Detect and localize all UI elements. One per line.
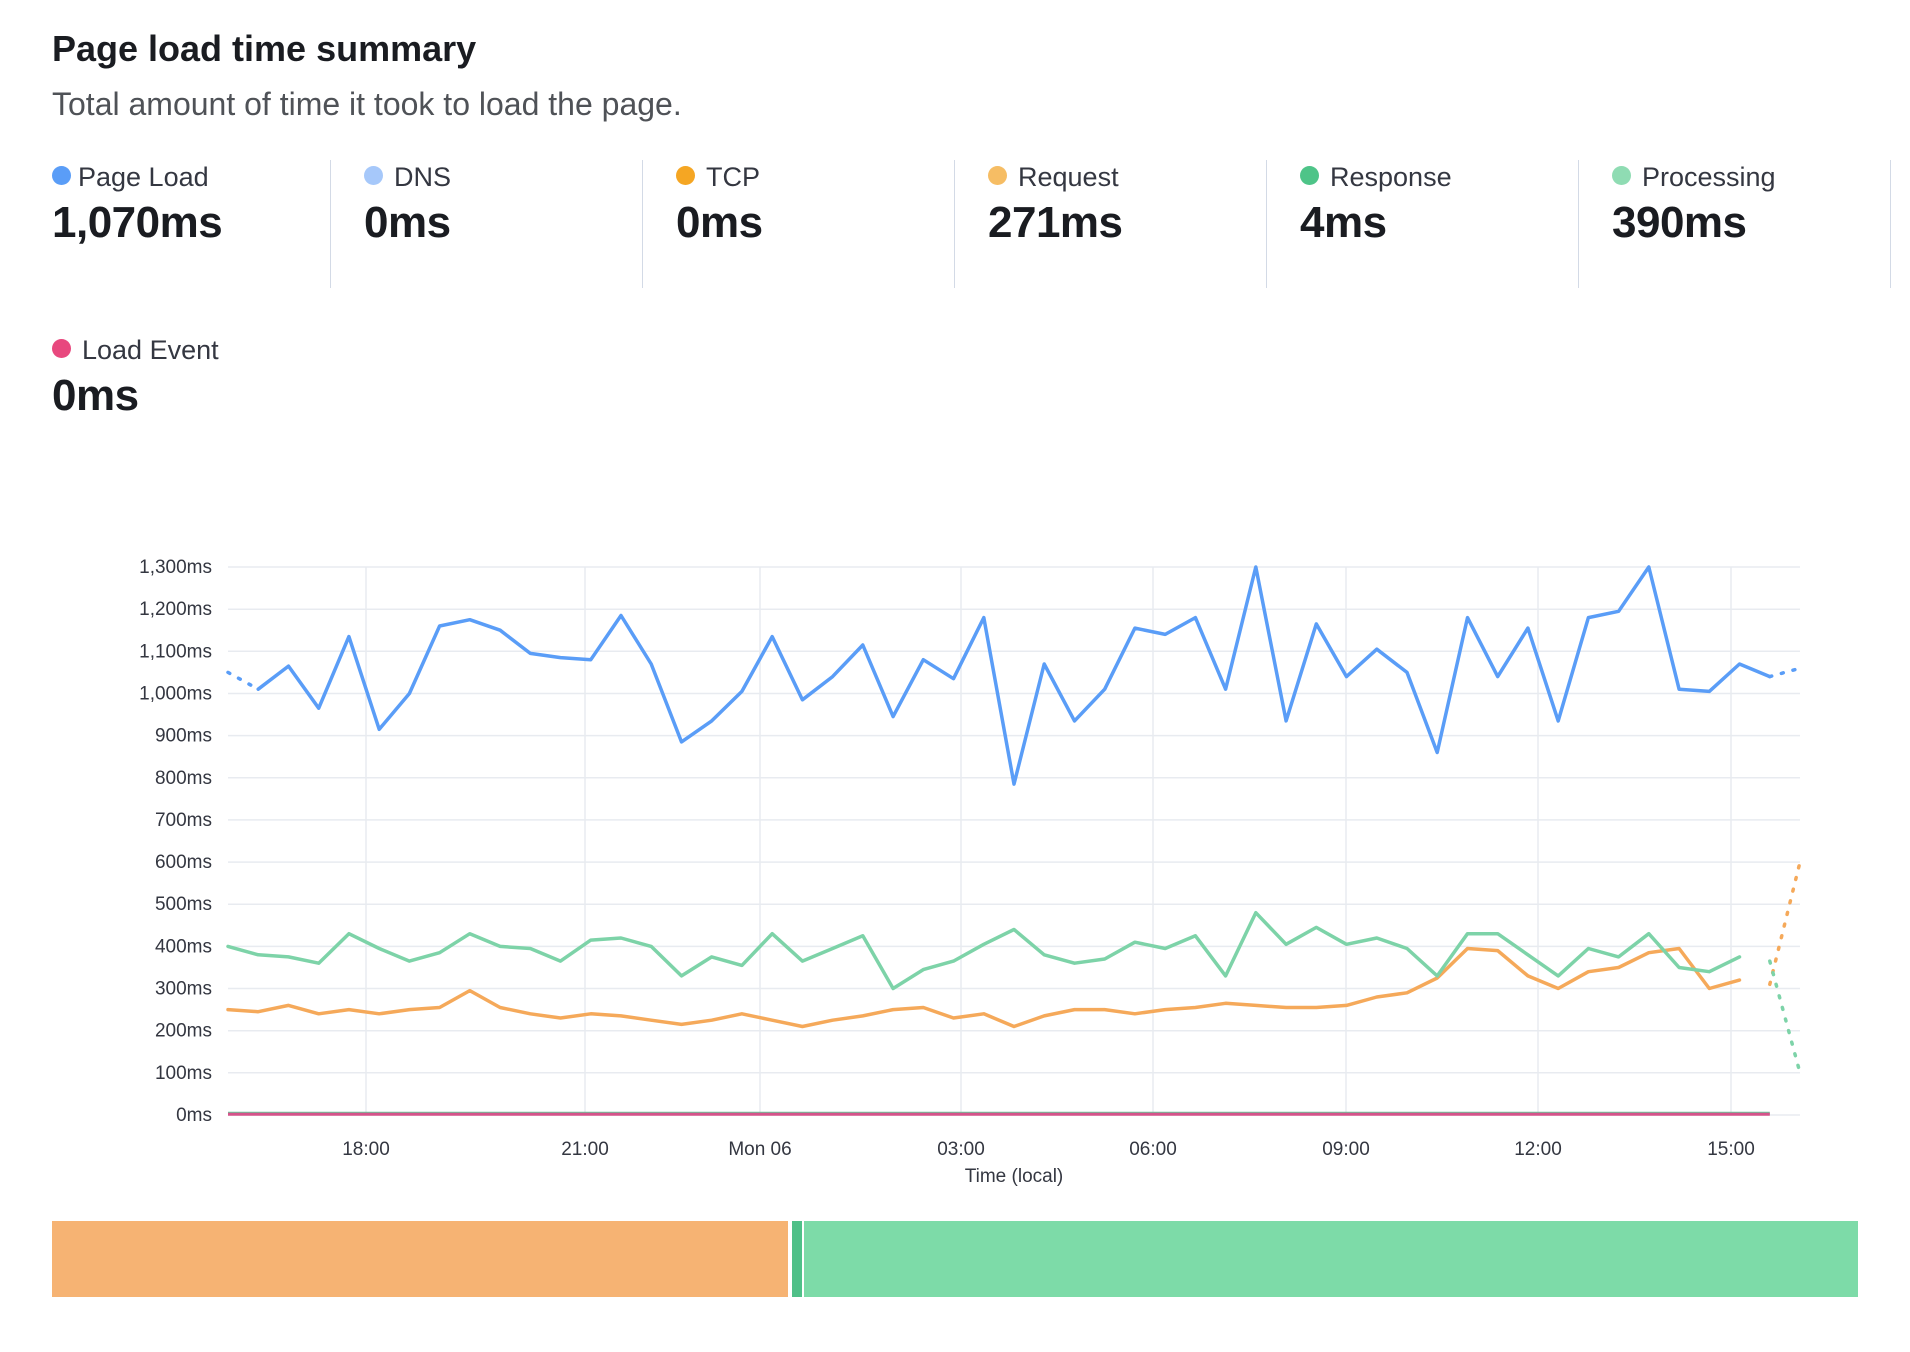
svg-text:1,200ms: 1,200ms <box>139 599 212 620</box>
svg-text:1,000ms: 1,000ms <box>139 684 212 705</box>
svg-text:06:00: 06:00 <box>1129 1139 1177 1160</box>
svg-text:900ms: 900ms <box>155 726 212 747</box>
svg-text:700ms: 700ms <box>155 810 212 831</box>
svg-text:1,100ms: 1,100ms <box>139 641 212 662</box>
svg-text:18:00: 18:00 <box>342 1139 390 1160</box>
svg-text:500ms: 500ms <box>155 894 212 915</box>
svg-text:Mon 06: Mon 06 <box>728 1139 791 1160</box>
svg-text:300ms: 300ms <box>155 979 212 1000</box>
svg-text:400ms: 400ms <box>155 936 212 957</box>
svg-text:21:00: 21:00 <box>561 1139 609 1160</box>
svg-text:0ms: 0ms <box>176 1105 212 1126</box>
svg-text:800ms: 800ms <box>155 768 212 789</box>
svg-text:200ms: 200ms <box>155 1021 212 1042</box>
svg-text:03:00: 03:00 <box>937 1139 985 1160</box>
svg-text:15:00: 15:00 <box>1707 1139 1755 1160</box>
svg-text:09:00: 09:00 <box>1322 1139 1370 1160</box>
svg-text:12:00: 12:00 <box>1514 1139 1562 1160</box>
svg-text:Time (local): Time (local) <box>965 1166 1064 1187</box>
svg-text:1,300ms: 1,300ms <box>139 557 212 578</box>
svg-text:100ms: 100ms <box>155 1063 212 1084</box>
svg-text:600ms: 600ms <box>155 852 212 873</box>
